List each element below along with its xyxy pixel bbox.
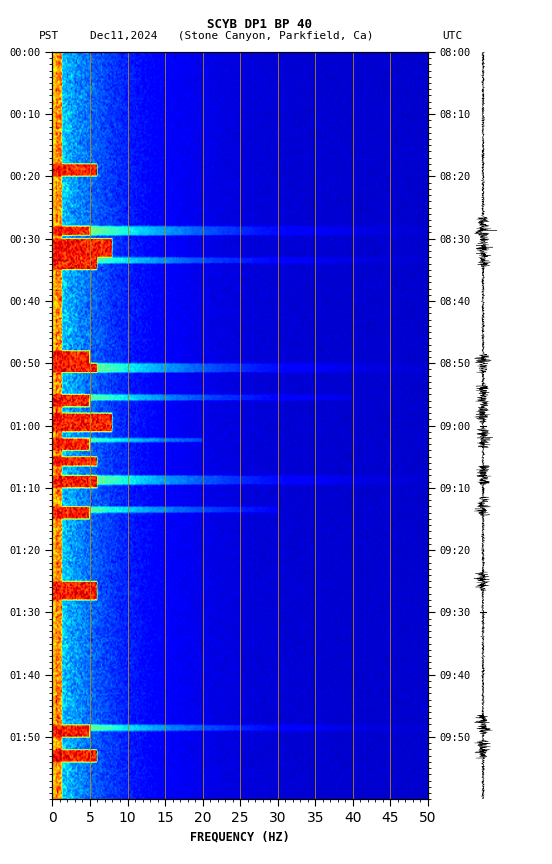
Text: SCYB DP1 BP 40: SCYB DP1 BP 40: [207, 17, 312, 31]
X-axis label: FREQUENCY (HZ): FREQUENCY (HZ): [190, 830, 290, 843]
Text: PST: PST: [39, 31, 59, 41]
Text: UTC: UTC: [443, 31, 463, 41]
Text: Dec11,2024   (Stone Canyon, Parkfield, Ca): Dec11,2024 (Stone Canyon, Parkfield, Ca): [90, 31, 374, 41]
